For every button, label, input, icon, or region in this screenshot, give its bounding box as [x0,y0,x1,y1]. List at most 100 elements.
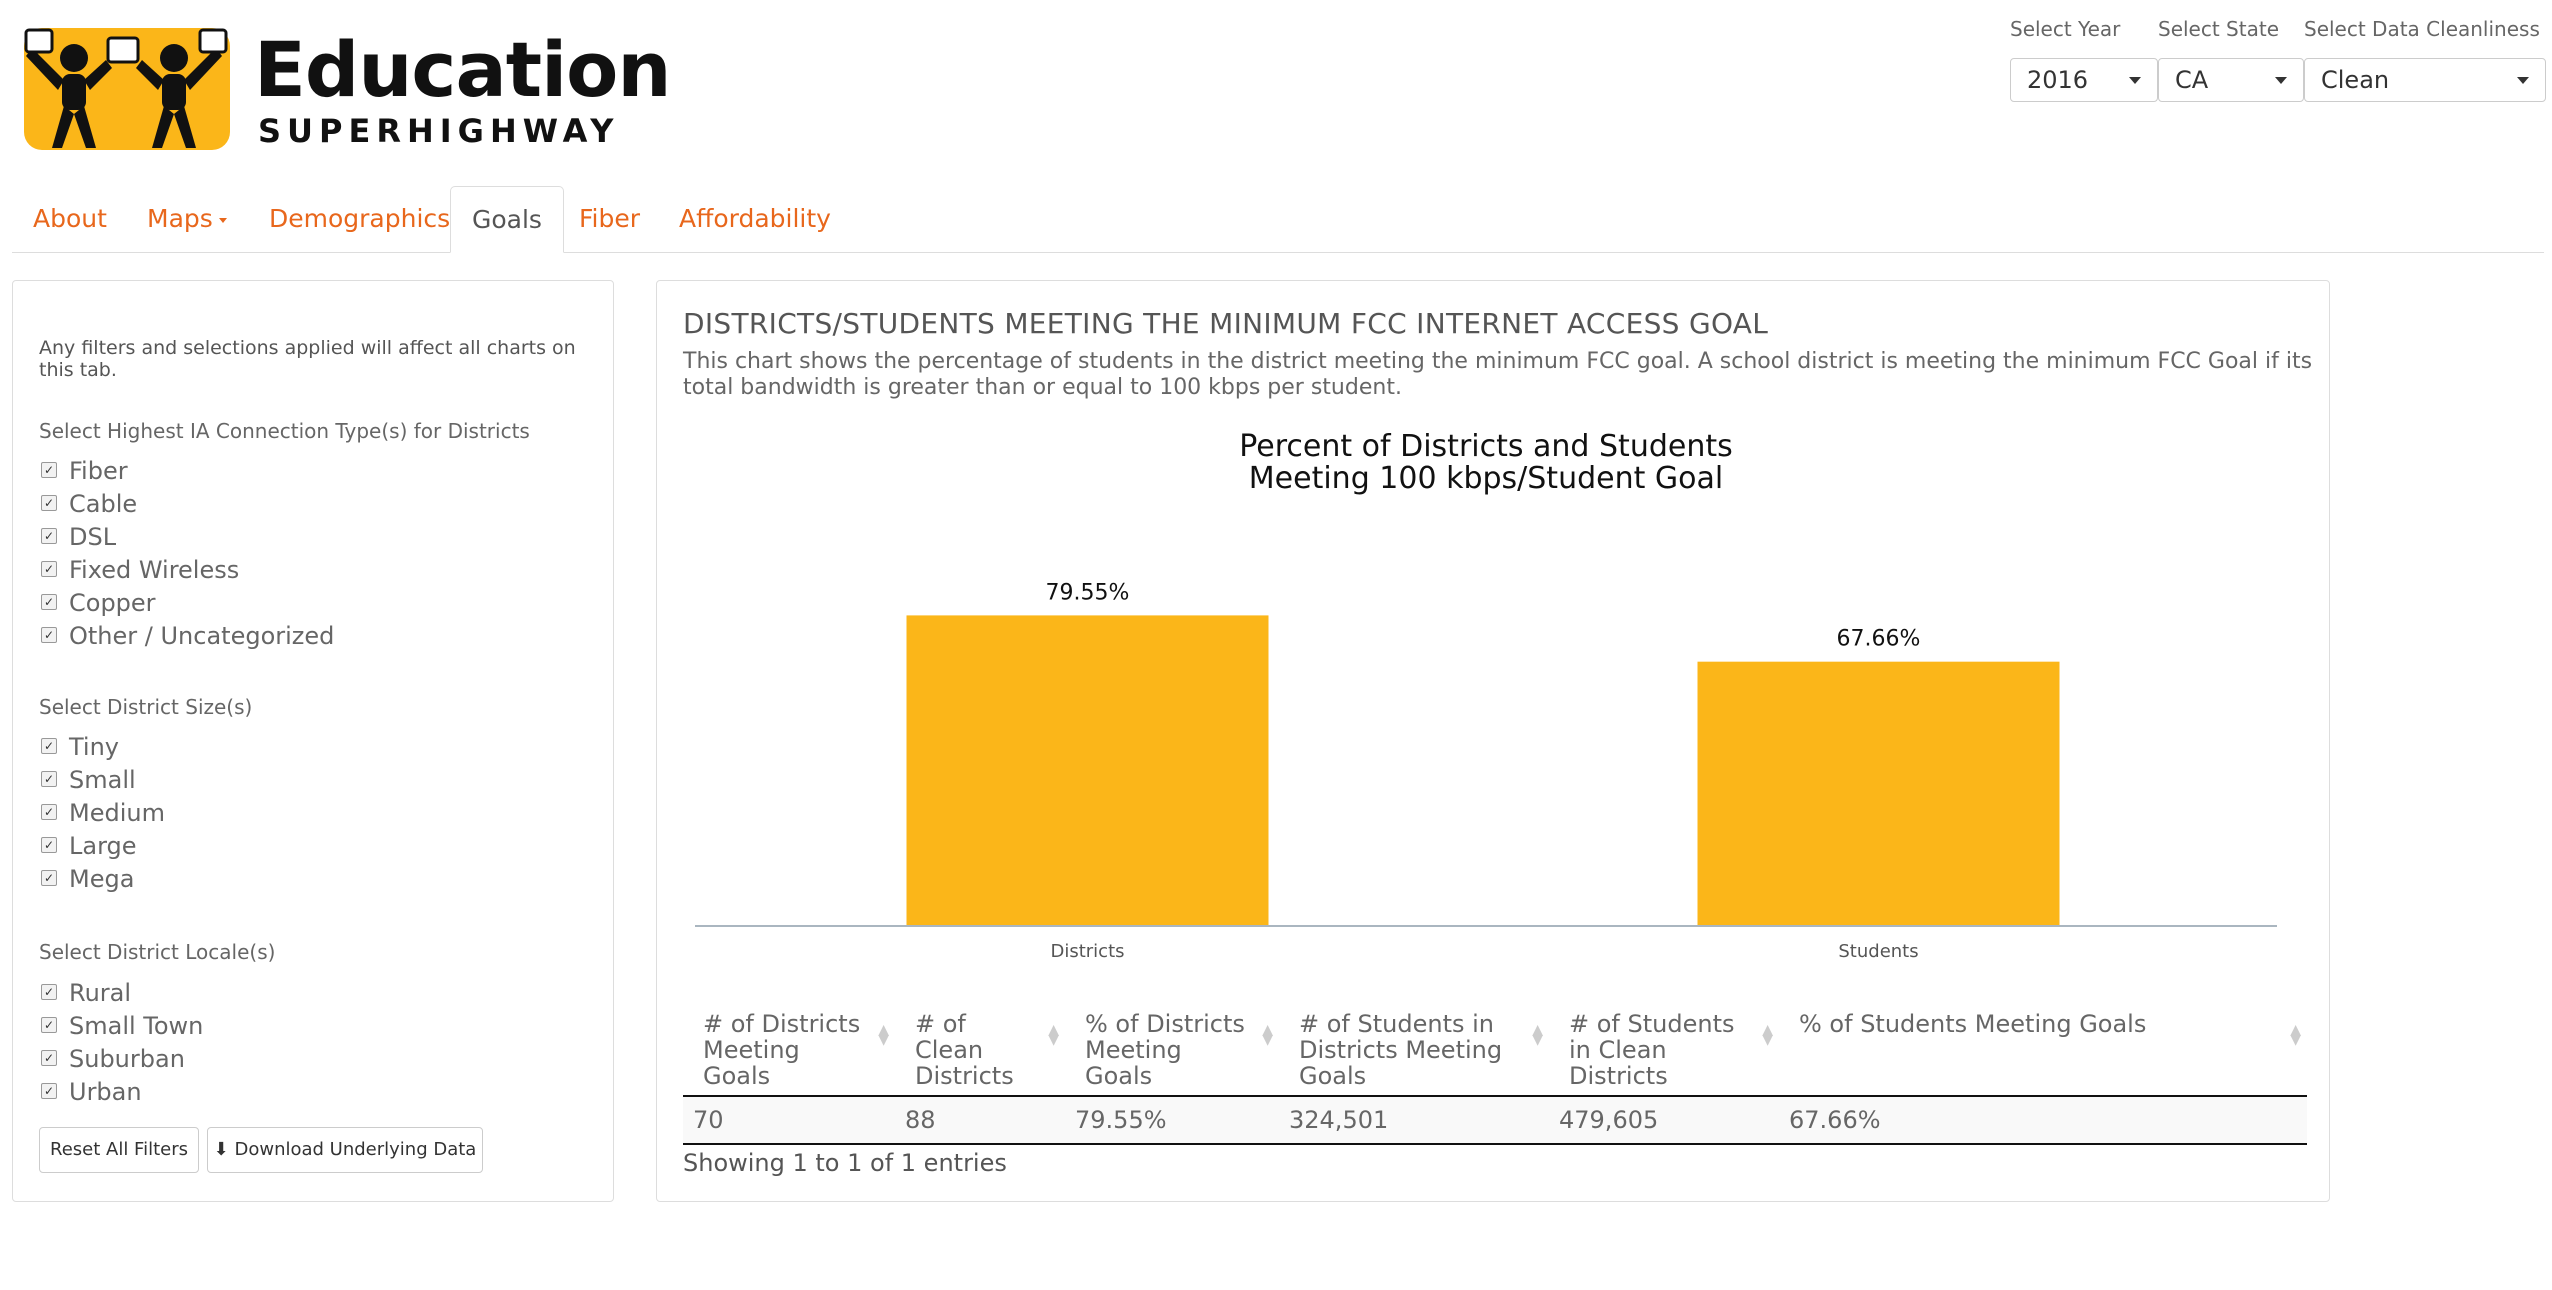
checkbox-checked-icon: ✓ [41,528,57,544]
logo-badge [24,28,230,150]
people-with-tablets-icon [24,28,228,148]
tab-label: Goals [472,205,542,234]
filter-sidebar: Any filters and selections applied will … [12,280,614,1202]
cleanliness-select[interactable]: Clean [2304,58,2546,102]
connection-type-heading: Select Highest IA Connection Type(s) for… [39,419,530,443]
checkbox-fixed-wireless[interactable]: ✓ Fixed Wireless [41,554,239,586]
cleanliness-select-group: Select Data Cleanliness Clean [2304,14,2546,102]
state-select-value: CA [2175,66,2209,94]
checkbox-label: Fixed Wireless [69,556,240,584]
filter-note: Any filters and selections applied will … [39,337,576,381]
checkbox-checked-icon: ✓ [41,594,57,610]
checkbox-medium[interactable]: ✓ Medium [41,797,165,829]
checkbox-label: Rural [69,979,132,1007]
bar-students[interactable] [1697,661,2060,925]
table-header-cell[interactable]: # of Students in Districts Meeting Goals… [1279,1001,1549,1097]
checkbox-fiber[interactable]: ✓ Fiber [41,455,128,487]
goals-panel: DISTRICTS/STUDENTS MEETING THE MINIMUM F… [656,280,2330,1202]
district-size-heading: Select District Size(s) [39,695,253,719]
checkbox-label: Tiny [69,733,120,761]
tab-about[interactable]: About [12,186,128,252]
chart-title-line-1: Percent of Districts and Students [1239,429,1733,464]
checkbox-label: Suburban [69,1045,185,1073]
checkbox-label: Fiber [69,457,128,485]
checkbox-large[interactable]: ✓ Large [41,830,137,862]
checkbox-suburban[interactable]: ✓ Suburban [41,1043,185,1075]
sort-icon: ▲ ▼ [2290,1022,2301,1048]
year-select-label: Select Year [2010,17,2121,41]
header-label: # of Students in Clean Districts [1569,1010,1735,1090]
checkbox-label: Large [69,832,137,860]
year-select[interactable]: 2016 [2010,58,2158,102]
checkbox-checked-icon: ✓ [41,561,57,577]
tab-demographics[interactable]: Demographics [248,186,471,252]
button-label: Reset All Filters [50,1139,188,1160]
table-header-cell[interactable]: % of Districts Meeting Goals ▲ ▼ [1065,1001,1279,1097]
tab-goals[interactable]: Goals [450,186,564,253]
cleanliness-select-value: Clean [2321,66,2390,94]
table-cell: 67.66% [1779,1096,2307,1145]
caret-down-icon [2129,77,2141,84]
checkbox-other[interactable]: ✓ Other / Uncategorized [41,620,334,652]
table-header-cell[interactable]: # of Clean Districts ▲ ▼ [895,1001,1065,1097]
checkbox-checked-icon: ✓ [41,495,57,511]
tab-label: Maps [147,204,213,233]
bar-districts[interactable] [906,615,1269,925]
checkbox-label: Medium [69,799,165,827]
data-label: 67.66% [1837,627,1921,652]
tab-label: Affordability [679,204,831,233]
checkbox-rural[interactable]: ✓ Rural [41,977,131,1009]
checkbox-cable[interactable]: ✓ Cable [41,488,137,520]
checkbox-checked-icon: ✓ [41,984,57,1000]
checkbox-dsl[interactable]: ✓ DSL [41,521,116,553]
table-header-row: # of Districts Meeting Goals ▲ ▼ # of Clea… [683,1001,2307,1097]
tab-label: About [33,204,107,233]
sort-icon: ▲ ▼ [1532,1022,1543,1048]
year-select-value: 2016 [2027,66,2089,94]
checkbox-label: Small [69,766,136,794]
checkbox-label: Other / Uncategorized [69,622,335,650]
button-label: Download Underlying Data [234,1139,477,1160]
tab-affordability[interactable]: Affordability [658,186,852,252]
sort-icon: ▲ ▼ [878,1022,889,1048]
tab-fiber[interactable]: Fiber [558,186,661,252]
panel-description: This chart shows the percentage of stude… [683,349,2313,400]
checkbox-checked-icon: ✓ [41,738,57,754]
tab-label: Demographics [269,204,451,233]
checkbox-checked-icon: ✓ [41,771,57,787]
checkbox-urban[interactable]: ✓ Urban [41,1076,142,1108]
download-data-button[interactable]: ⬇ Download Underlying Data [207,1127,483,1173]
main-tabs: About Maps Demographics Goals Fiber Affo… [12,186,2544,253]
data-label: 79.55% [1046,580,1130,605]
logo-subtitle: SUPERHIGHWAY [258,112,620,150]
checkbox-tiny[interactable]: ✓ Tiny [41,731,119,763]
x-tick-label: Students [1838,941,1918,962]
district-locale-heading: Select District Locale(s) [39,940,276,964]
logo-title: Education [254,25,671,114]
tab-maps[interactable]: Maps [126,186,248,252]
chart-plot-area: 79.55% Districts 67.66% Students [695,580,2277,962]
checkbox-mega[interactable]: ✓ Mega [41,863,134,895]
table-cell: 479,605 [1549,1096,1779,1145]
checkbox-checked-icon: ✓ [41,870,57,886]
caret-down-icon [218,217,227,223]
panel-title: DISTRICTS/STUDENTS MEETING THE MINIMUM F… [683,307,1769,340]
checkbox-label: Urban [69,1078,142,1106]
table-header-cell[interactable]: % of Students Meeting Goals ▲ ▼ [1779,1001,2307,1097]
checkbox-label: DSL [69,523,117,551]
table-info: Showing 1 to 1 of 1 entries [683,1149,1007,1177]
table-header-cell[interactable]: # of Students in Clean Districts ▲ ▼ [1549,1001,1779,1097]
checkbox-checked-icon: ✓ [41,1083,57,1099]
checkbox-small-town[interactable]: ✓ Small Town [41,1010,203,1042]
reset-filters-button[interactable]: Reset All Filters [39,1127,199,1173]
state-select[interactable]: CA [2158,58,2304,102]
table-cell: 88 [895,1096,1065,1145]
goals-bar-chart: Percent of Districts and Students Meetin… [683,431,2289,971]
checkbox-small[interactable]: ✓ Small [41,764,136,796]
header-label: % of Students Meeting Goals [1799,1010,2147,1038]
tab-label: Fiber [579,204,641,233]
year-select-group: Select Year 2016 [2010,14,2158,102]
x-tick-label: Districts [1050,941,1124,962]
checkbox-copper[interactable]: ✓ Copper [41,587,156,619]
table-header-cell[interactable]: # of Districts Meeting Goals ▲ ▼ [683,1001,895,1097]
